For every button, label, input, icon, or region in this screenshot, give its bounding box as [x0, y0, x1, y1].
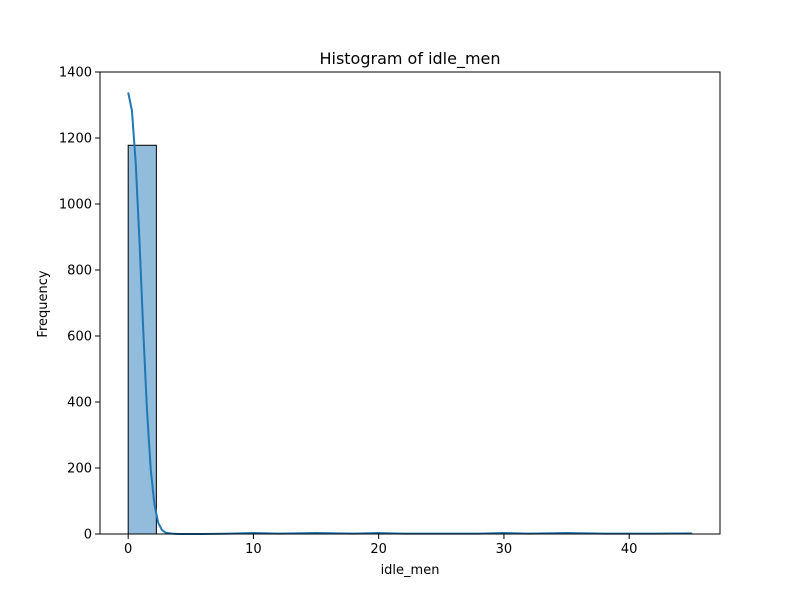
- y-tick-label: 1400: [59, 66, 92, 81]
- y-tick-label: 600: [67, 330, 92, 345]
- y-tick-label: 400: [67, 396, 92, 411]
- x-axis-label: idle_men: [381, 563, 440, 578]
- chart-title: Histogram of idle_men: [319, 49, 500, 69]
- y-tick-label: 0: [84, 528, 92, 543]
- x-tick-label: 10: [245, 542, 262, 557]
- plot-frame: [99, 71, 721, 535]
- y-tick-label: 200: [67, 462, 92, 477]
- x-tick-label: 30: [496, 542, 513, 557]
- x-tick-label: 20: [370, 542, 387, 557]
- kde-curve: [127, 92, 692, 535]
- y-axis-ticks: 0 200 400 600 800 1000 1200 1400: [59, 66, 100, 543]
- histogram-bars: [127, 144, 693, 535]
- y-tick-label: 1000: [59, 198, 92, 213]
- x-tick-label: 0: [124, 542, 132, 557]
- x-tick-label: 40: [621, 542, 638, 557]
- y-axis-label: Frequency: [36, 270, 51, 337]
- y-tick-label: 1200: [59, 132, 92, 147]
- y-tick-label: 800: [67, 264, 92, 279]
- x-axis-ticks: 0 10 20 30 40: [124, 534, 637, 557]
